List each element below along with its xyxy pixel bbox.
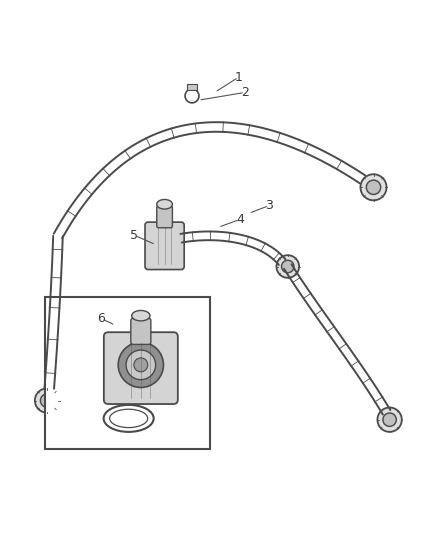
Circle shape [40, 394, 54, 407]
FancyBboxPatch shape [104, 332, 178, 404]
Circle shape [366, 180, 381, 195]
Circle shape [126, 350, 155, 379]
Circle shape [35, 389, 59, 413]
Ellipse shape [132, 310, 150, 321]
Circle shape [134, 358, 148, 372]
FancyBboxPatch shape [145, 222, 184, 270]
Text: 2: 2 [241, 86, 249, 99]
FancyBboxPatch shape [131, 318, 151, 344]
Circle shape [378, 408, 402, 432]
Circle shape [360, 174, 387, 200]
Text: 1: 1 [235, 71, 243, 84]
FancyBboxPatch shape [157, 206, 173, 228]
Text: 5: 5 [130, 229, 138, 241]
Text: 3: 3 [265, 199, 273, 212]
Circle shape [118, 342, 163, 387]
Bar [187, 84, 197, 90]
Bar [45, 297, 210, 449]
Circle shape [276, 255, 299, 278]
Circle shape [383, 413, 396, 426]
Text: 6: 6 [98, 312, 106, 325]
Circle shape [282, 260, 294, 273]
Text: 4: 4 [236, 213, 244, 226]
Ellipse shape [157, 199, 173, 209]
